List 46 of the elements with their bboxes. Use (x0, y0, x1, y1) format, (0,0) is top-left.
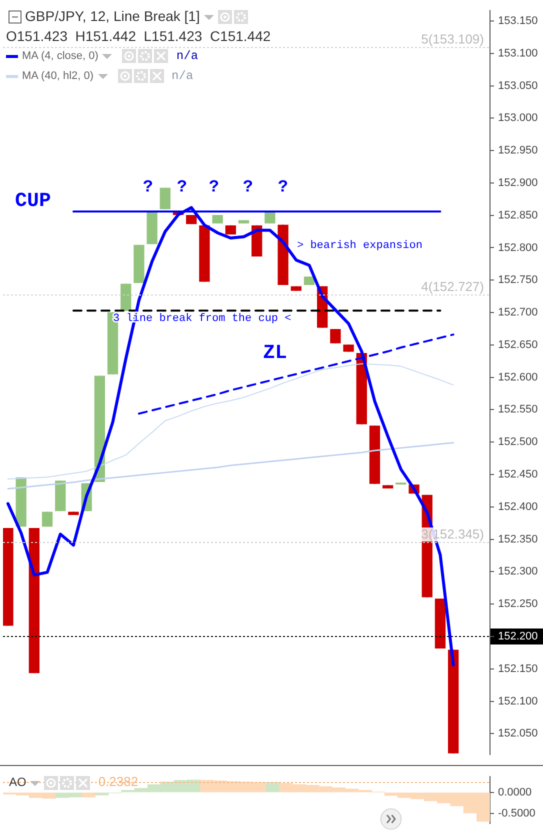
y-tick-label: 152.300 (498, 566, 538, 578)
text: O151.423 H151.442 L151.423 C151.442 (6, 27, 271, 46)
chart-title: AO (9, 775, 26, 789)
y-tick-label: 152.700 (498, 306, 538, 319)
y-tick-label: 152.900 (498, 176, 538, 189)
y-tick-label: 152.550 (498, 404, 538, 416)
chart-title: GBP/JPY, 12, Line Break [1] (25, 8, 200, 24)
legend-label: MA (40, hl2, 0) (22, 70, 94, 82)
y-tick-label: 152.600 (498, 371, 538, 384)
y-tick-label: 152.950 (498, 144, 538, 157)
annotation: ZL (262, 342, 288, 366)
y-tick-label: 153.000 (498, 112, 538, 124)
annotation: ? (242, 178, 254, 198)
y-tick-label: 0.0000 (498, 786, 532, 799)
annotation: ? (208, 178, 220, 198)
annotation: ? (176, 178, 188, 198)
y-tick-label: 152.250 (498, 598, 538, 610)
annotation: > bearish expansion (297, 240, 422, 252)
bar (82, 792, 96, 798)
annotation: ? (142, 178, 154, 198)
legend-label: MA (4, close, 0) (22, 50, 98, 62)
y-tick-label: 152.450 (498, 468, 538, 481)
y-tick-label: 152.100 (498, 695, 538, 708)
y-tick-label: 152.850 (498, 209, 538, 222)
y-tick-label: 152.200 (498, 630, 538, 643)
y-tick-label: -0.5000 (498, 807, 536, 820)
y-tick-label: 152.650 (498, 338, 538, 351)
annotation: ? (278, 178, 288, 198)
annotation: n/a (176, 49, 198, 63)
annotation: n/a (172, 69, 194, 83)
ref-line-label: 5(153.109) (421, 32, 484, 47)
y-tick-label: 152.050 (498, 728, 538, 740)
y-tick-label: 152.500 (498, 436, 538, 448)
y-tick-label: 152.400 (498, 500, 538, 513)
ref-line-label: 4(152.727) (421, 279, 484, 294)
annotation: CUP (14, 190, 52, 214)
ref-line-label: 0.2382 (98, 774, 138, 789)
y-tick-label: 152.350 (498, 533, 538, 546)
y-tick-label: 153.150 (498, 15, 538, 27)
y-tick-label: 153.050 (498, 80, 538, 92)
y-tick-label: 152.150 (498, 662, 538, 675)
y-tick-label: 152.750 (498, 274, 538, 286)
ref-line-label: 3(152.345) (421, 526, 484, 542)
y-tick-label: 152.800 (498, 242, 538, 254)
y-tick-label: 153.100 (498, 47, 538, 60)
bar (266, 782, 280, 792)
